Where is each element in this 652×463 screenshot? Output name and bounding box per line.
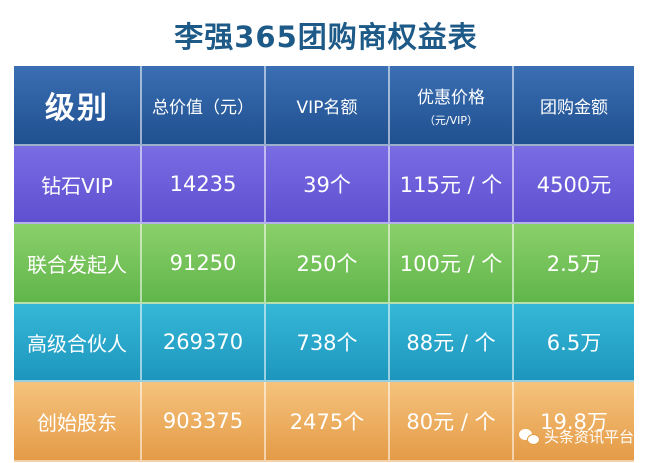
watermark: 头条资讯平台 bbox=[518, 426, 634, 447]
row-total-value: 903375 bbox=[142, 382, 266, 462]
row-vip-quota: 2475个 bbox=[266, 382, 390, 462]
row-group-amount: 19.8万 bbox=[514, 382, 634, 462]
row-group-amount: 4500元 bbox=[514, 146, 634, 224]
header-discount-price-label: 优惠价格 bbox=[417, 87, 485, 108]
row-vip-quota: 250个 bbox=[266, 224, 390, 304]
page-title: 李强365团购商权益表 bbox=[174, 20, 478, 54]
row-discount-price: 80元 / 个 bbox=[390, 382, 514, 462]
wechat-icon bbox=[518, 428, 540, 445]
row-group-amount: 6.5万 bbox=[514, 304, 634, 382]
row-total-value: 269370 bbox=[142, 304, 266, 382]
table-row: 联合发起人 91250 250个 100元 / 个 2.5万 bbox=[14, 224, 634, 304]
row-vip-quota: 738个 bbox=[266, 304, 390, 382]
row-level: 联合发起人 bbox=[14, 224, 142, 304]
table-row: 创始股东 903375 2475个 80元 / 个 19.8万 bbox=[14, 382, 634, 462]
row-vip-quota: 39个 bbox=[266, 146, 390, 224]
header-discount-price: 优惠价格 （元/VIP） bbox=[390, 66, 514, 146]
row-level: 创始股东 bbox=[14, 382, 142, 462]
row-group-amount: 2.5万 bbox=[514, 224, 634, 304]
header-total-value: 总价值（元） bbox=[142, 66, 266, 146]
watermark-text: 头条资讯平台 bbox=[543, 428, 634, 446]
row-total-value: 14235 bbox=[142, 146, 266, 224]
row-discount-price: 115元 / 个 bbox=[390, 146, 514, 224]
header-group-amount: 团购金额 bbox=[514, 66, 634, 146]
row-level: 高级合伙人 bbox=[14, 304, 142, 382]
table-row: 高级合伙人 269370 738个 88元 / 个 6.5万 bbox=[14, 304, 634, 382]
row-discount-price: 100元 / 个 bbox=[390, 224, 514, 304]
row-total-value: 91250 bbox=[142, 224, 266, 304]
header-discount-unit: （元/VIP） bbox=[423, 113, 479, 127]
table-row: 钻石VIP 14235 39个 115元 / 个 4500元 bbox=[14, 146, 634, 224]
row-discount-price: 88元 / 个 bbox=[390, 304, 514, 382]
table-header-row: 级别 总价值（元） VIP名额 优惠价格 （元/VIP） 团购金额 bbox=[14, 66, 634, 146]
header-vip-quota: VIP名额 bbox=[266, 66, 390, 146]
row-level: 钻石VIP bbox=[14, 146, 142, 224]
header-level: 级别 bbox=[14, 66, 142, 146]
benefits-table: 级别 总价值（元） VIP名额 优惠价格 （元/VIP） 团购金额 钻石VIP … bbox=[14, 66, 634, 462]
